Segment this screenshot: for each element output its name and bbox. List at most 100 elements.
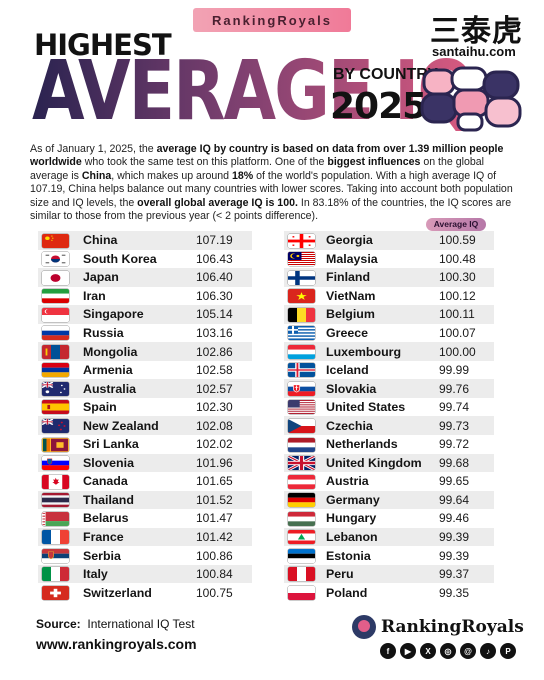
flag-pe-icon (288, 567, 315, 582)
flag-ee-icon (288, 548, 315, 563)
table-row: Czechia 99.73 (284, 416, 494, 436)
table-row: Poland 99.35 (284, 583, 494, 602)
country-name: Iceland (326, 363, 369, 378)
country-name: Singapore (83, 307, 144, 322)
iq-value: 107.19 (196, 233, 233, 248)
country-name: South Korea (83, 251, 157, 266)
table-row: Hungary 99.46 (284, 509, 494, 528)
title-year: 2025 (330, 86, 427, 127)
iq-value: 99.64 (439, 492, 470, 507)
flag-th-icon (42, 493, 69, 508)
flag-es-icon (42, 400, 69, 415)
intro-segment: overall global average IQ is 100. (137, 196, 298, 209)
pinterest-icon[interactable]: P (500, 643, 516, 659)
country-name: China (83, 233, 118, 248)
source-line: Source: International IQ Test (36, 617, 195, 631)
iq-value: 102.02 (196, 437, 233, 452)
flag-si-icon (42, 456, 69, 471)
table-row: Slovenia 101.96 (38, 453, 252, 473)
table-row: Slovakia 99.76 (284, 379, 494, 398)
iq-value: 101.52 (196, 492, 233, 507)
flag-hu-icon (288, 511, 315, 526)
iq-value: 99.74 (439, 400, 470, 415)
table-row: Belarus 101.47 (38, 509, 252, 528)
flag-is-icon (288, 363, 315, 378)
country-name: Greece (326, 326, 369, 340)
iq-value: 100.86 (196, 548, 233, 563)
country-name: United States (326, 400, 406, 415)
table-row: Netherlands 99.72 (284, 435, 494, 454)
country-name: Peru (326, 567, 354, 582)
x-icon[interactable]: X (420, 643, 436, 659)
iq-value: 101.42 (196, 530, 233, 545)
ranking-table-left: China 107.19 South Korea 106.43 Japan 106.40 I… (38, 231, 252, 602)
country-name: Russia (83, 326, 124, 340)
table-row: New Zealand 102.08 (38, 416, 252, 436)
intro-segment: In 83.18% of the countries, the IQ score… (30, 196, 512, 223)
table-row: Iceland 99.99 (284, 361, 494, 380)
table-row: Canada 101.65 (38, 472, 252, 491)
table-row: Italy 100.84 (38, 564, 252, 584)
iq-value: 99.39 (439, 530, 470, 545)
website-url[interactable]: www.rankingroyals.com (36, 636, 197, 652)
intro-segment: on the global average is (30, 156, 484, 182)
country-name: Finland (326, 270, 371, 285)
country-name: Hungary (326, 511, 377, 526)
flag-sk-icon (288, 381, 315, 396)
brand-banner: RankingRoyals (193, 8, 351, 32)
flag-pl-icon (288, 585, 315, 600)
country-name: Sri Lanka (83, 437, 139, 452)
flag-lb-icon (288, 530, 315, 545)
iq-value: 99.37 (439, 567, 470, 582)
country-name: Slovakia (326, 381, 377, 396)
iq-value: 99.46 (439, 511, 470, 526)
flag-ca-icon (42, 474, 69, 489)
intro-segment: average IQ by country is based on data f… (30, 143, 504, 169)
iq-value: 100.00 (439, 344, 476, 359)
flag-sg-icon (42, 307, 69, 322)
table-row: France 101.42 (38, 527, 252, 547)
flag-lu-icon (288, 344, 315, 359)
country-name: Mongolia (83, 344, 138, 359)
logo-text: RankingRoyals (381, 617, 524, 637)
logo-icon (352, 615, 376, 639)
country-name: Austria (326, 474, 369, 489)
intro-segment: biggest influences (327, 156, 421, 169)
ranking-table-right: Georgia 100.59 Malaysia 100.48 Finland 100.30… (284, 231, 494, 602)
country-name: Poland (326, 585, 368, 600)
country-name: New Zealand (83, 418, 159, 433)
tiktok-icon[interactable]: ♪ (480, 643, 496, 659)
flag-ir-icon (42, 289, 69, 304)
iq-value: 100.84 (196, 567, 233, 582)
flag-my-icon (288, 252, 315, 267)
table-row: Germany 99.64 (284, 490, 494, 510)
table-row: Sri Lanka 102.02 (38, 435, 252, 454)
table-row: Finland 100.30 (284, 268, 494, 287)
flag-it-icon (42, 567, 69, 582)
country-name: Thailand (83, 492, 134, 507)
flag-am-icon (42, 363, 69, 378)
country-name: VietNam (326, 288, 376, 303)
country-name: Iran (83, 288, 106, 303)
table-row: Austria 99.65 (284, 472, 494, 491)
facebook-icon[interactable]: f (380, 643, 396, 659)
country-name: Germany (326, 492, 380, 507)
table-row: Switzerland 100.75 (38, 583, 252, 602)
table-row: South Korea 106.43 (38, 250, 252, 269)
table-row: Russia 103.16 (38, 324, 252, 343)
table-row: VietNam 100.12 (284, 287, 494, 306)
threads-icon[interactable]: @ (460, 643, 476, 659)
iq-value: 102.57 (196, 381, 233, 396)
title-average-iq: AVERAGE IQ (32, 44, 475, 140)
iq-value: 103.16 (196, 326, 233, 340)
country-name: Estonia (326, 548, 371, 563)
instagram-icon[interactable]: ◎ (440, 643, 456, 659)
flag-by-icon (42, 511, 69, 526)
table-row: Serbia 100.86 (38, 546, 252, 565)
source-value: International IQ Test (87, 617, 195, 631)
iq-value: 102.08 (196, 418, 233, 433)
country-name: Luxembourg (326, 344, 402, 359)
country-name: Italy (83, 567, 108, 582)
iq-value: 99.99 (439, 363, 470, 378)
youtube-icon[interactable]: ▶ (400, 643, 416, 659)
